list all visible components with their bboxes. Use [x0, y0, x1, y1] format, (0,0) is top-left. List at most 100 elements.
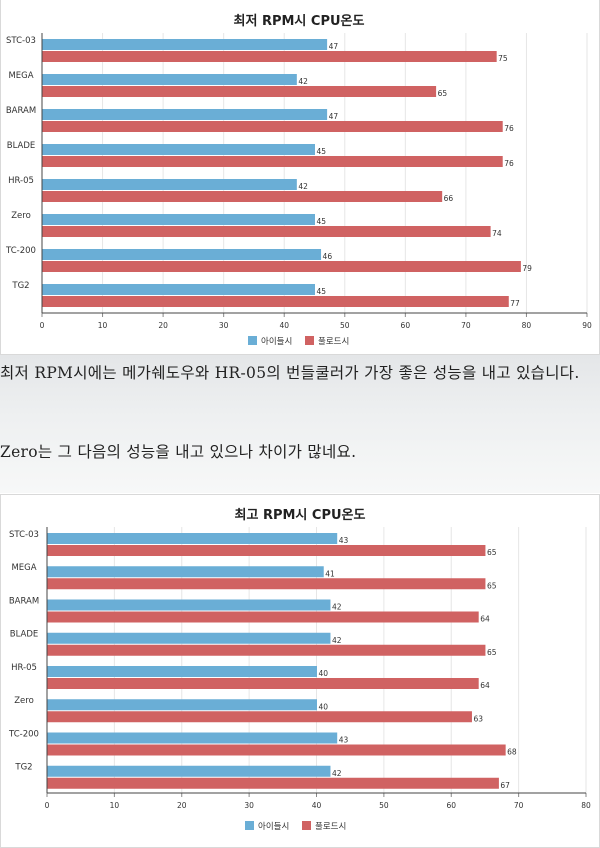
chart2-category-label: BARAM [9, 596, 39, 606]
chart1-tick-label: 50 [340, 321, 350, 330]
chart1-data-label: 45 [317, 287, 327, 296]
chart2-data-label: 43 [339, 536, 349, 545]
chart2-bar-load [47, 711, 472, 723]
chart2-bar-load [47, 644, 486, 656]
chart2-bar-idle [47, 533, 338, 544]
chart2-bar-idle [47, 765, 331, 777]
chart2-data-label: 64 [480, 681, 490, 690]
chart1-tick-label: 70 [461, 321, 471, 330]
chart1-bar-idle [42, 109, 328, 120]
chart2-data-label: 67 [500, 781, 510, 790]
chart2-category-label: HR-05 [11, 663, 37, 673]
chart1-category-label: BLADE [7, 141, 36, 151]
chart1-bar-load [42, 121, 503, 132]
chart1-data-label: 42 [298, 77, 308, 86]
chart2-bar-idle [47, 732, 338, 744]
chart1-bar-idle [42, 249, 322, 260]
chart1-legend-swatch [248, 336, 257, 345]
chart2-data-label: 42 [332, 636, 342, 645]
chart2-bar-load [47, 578, 486, 590]
chart1-bar-idle [42, 39, 328, 50]
chart2-title: 최고 RPM시 CPU온도 [235, 508, 366, 523]
chart1-data-label: 47 [329, 42, 339, 51]
chart1-tick-label: 60 [401, 321, 411, 330]
chart1-category-label: HR-05 [8, 176, 34, 186]
chart-max-rpm: 최고 RPM시 CPU온도 0 10 20 30 40 50 60 70 80 STC-03 43 65… [0, 494, 600, 848]
chart2-data-label: 42 [332, 603, 342, 612]
chart1-bar-load [42, 261, 521, 272]
chart2-data-label: 42 [332, 769, 342, 778]
chart1-data-label: 74 [492, 229, 502, 238]
chart2-tick-label: 10 [110, 801, 120, 810]
chart2-legend-label: 아이들시 [258, 821, 289, 832]
chart2-category-label: TG2 [14, 763, 32, 773]
chart2-tick-label: 20 [177, 801, 187, 810]
chart2-bar-idle [47, 699, 317, 711]
chart2-legend-swatch [302, 821, 311, 830]
chart2-tick-label: 30 [244, 801, 254, 810]
chart1-legend-label: 아이들시 [261, 336, 292, 347]
chart2-tick-label: 50 [379, 801, 389, 810]
chart1-data-label: 66 [444, 194, 454, 203]
chart1-category-label: TC-200 [5, 246, 36, 256]
chart2-bar-load [47, 777, 499, 789]
chart1-category-label: Zero [11, 211, 31, 221]
chart1-data-label: 79 [522, 264, 532, 273]
chart1-bar-load [42, 296, 509, 307]
chart1-tick-label: 90 [582, 321, 592, 330]
chart1-data-label: 47 [329, 112, 339, 121]
chart2-legend-label: 풀로드시 [315, 822, 346, 832]
chart2-bar-idle [47, 632, 331, 644]
chart1-category-label: STC-03 [6, 36, 36, 46]
chart1-legend-swatch [305, 336, 314, 345]
chart2-category-label: TC-200 [8, 729, 39, 739]
chart2-tick-label: 70 [514, 801, 524, 810]
chart1-bar-idle [42, 144, 315, 155]
chart2-tick-label: 40 [312, 801, 322, 810]
chart1-data-label: 46 [323, 252, 333, 261]
chart1-category-label: TG2 [11, 281, 29, 291]
chart2-data-label: 43 [339, 736, 349, 745]
chart2-data-label: 64 [480, 615, 490, 624]
chart1-bar-load [42, 156, 503, 167]
chart1-data-label: 42 [298, 182, 308, 191]
chart1-tick-label: 40 [279, 321, 289, 330]
chart2-data-label: 68 [507, 748, 517, 757]
chart2-category-label: BLADE [10, 630, 39, 640]
paragraph-2: Zero는 그 다음의 성능을 내고 있으나 차이가 많네요. [0, 443, 357, 461]
chart1-bar-load [42, 51, 497, 62]
chart1-category-label: BARAM [6, 106, 36, 116]
chart1-title: 최저 RPM시 CPU온도 [234, 14, 365, 29]
background-band [0, 355, 600, 493]
chart1-data-label: 77 [510, 299, 520, 308]
chart2-data-label: 63 [473, 714, 483, 723]
chart2-data-label: 41 [325, 569, 335, 578]
chart2-category-label: STC-03 [9, 530, 39, 540]
chart1-bar-idle [42, 74, 297, 85]
chart2-tick-label: 60 [446, 801, 456, 810]
chart2-tick-label: 0 [45, 801, 50, 810]
chart1-bar-idle [42, 179, 297, 190]
chart-min-rpm: 최저 RPM시 CPU온도 0 10 20 30 40 50 60 70 80 90 STC-03 47… [0, 0, 600, 355]
chart2-bar-load [47, 545, 486, 556]
paragraph-1: 최저 RPM시에는 메가쉐도우와 HR-05의 번들쿨러가 가장 좋은 성능을 … [0, 364, 580, 382]
chart1-data-label: 75 [498, 54, 508, 63]
chart1-data-label: 76 [504, 124, 514, 133]
chart1-tick-label: 20 [158, 321, 168, 330]
chart-min-rpm-svg: 최저 RPM시 CPU온도 0 10 20 30 40 50 60 70 80 90 STC-03 47… [5, 14, 592, 347]
chart-max-rpm-svg: 최고 RPM시 CPU온도 0 10 20 30 40 50 60 70 80 STC-03 43 65… [8, 508, 591, 832]
chart1-tick-label: 80 [522, 321, 532, 330]
chart1-data-label: 65 [438, 89, 448, 98]
chart1-category-label: MEGA [8, 71, 33, 81]
chart1-bar-load [42, 226, 491, 237]
chart1-data-label: 45 [317, 147, 327, 156]
chart2-bar-load [47, 611, 479, 623]
chart2-bar-load [47, 678, 479, 689]
chart1-bar-load [42, 86, 437, 97]
chart2-data-label: 65 [487, 648, 497, 657]
chart1-bar-idle [42, 284, 315, 295]
chart2-data-label: 40 [319, 669, 329, 678]
chart1-data-label: 45 [317, 217, 327, 226]
chart2-category-label: MEGA [11, 563, 36, 573]
chart1-bar-idle [42, 214, 315, 225]
